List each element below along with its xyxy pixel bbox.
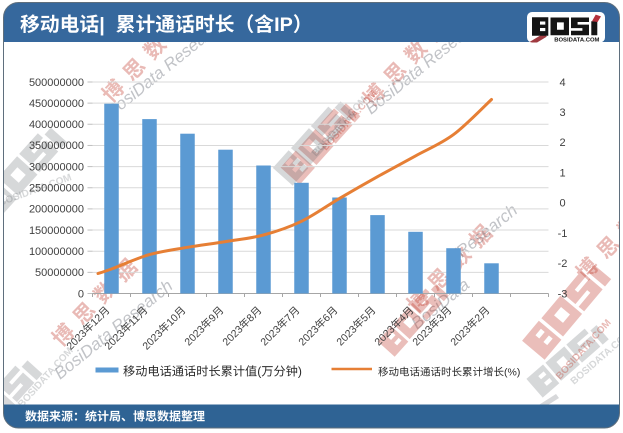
svg-text:IP: IP [274, 14, 293, 36]
svg-text:): ) [298, 365, 302, 379]
svg-text:50000000: 50000000 [35, 267, 84, 279]
svg-text:350000000: 350000000 [29, 140, 84, 152]
svg-text:4: 4 [559, 77, 565, 89]
svg-text:(%): (%) [504, 367, 520, 379]
svg-text:-1: -1 [558, 228, 568, 240]
svg-text:-3: -3 [558, 288, 568, 300]
svg-text:2: 2 [559, 137, 565, 149]
svg-text:100000000: 100000000 [29, 246, 84, 258]
svg-text:250000000: 250000000 [29, 183, 84, 195]
svg-text:400000000: 400000000 [29, 119, 84, 131]
svg-text:3: 3 [559, 107, 565, 119]
svg-text:|: | [99, 14, 105, 36]
svg-text:150000000: 150000000 [29, 225, 84, 237]
svg-text:-2: -2 [558, 258, 568, 270]
svg-text:0: 0 [559, 198, 565, 210]
svg-text:200000000: 200000000 [29, 204, 84, 216]
svg-text:1: 1 [559, 167, 565, 179]
svg-text:BOSIDATA.COM: BOSIDATA.COM [554, 37, 599, 43]
svg-text:(: ( [257, 365, 261, 379]
svg-text:450000000: 450000000 [29, 98, 84, 110]
svg-text:0: 0 [78, 288, 84, 300]
svg-text:300000000: 300000000 [29, 161, 84, 173]
svg-text:500000000: 500000000 [29, 77, 84, 89]
